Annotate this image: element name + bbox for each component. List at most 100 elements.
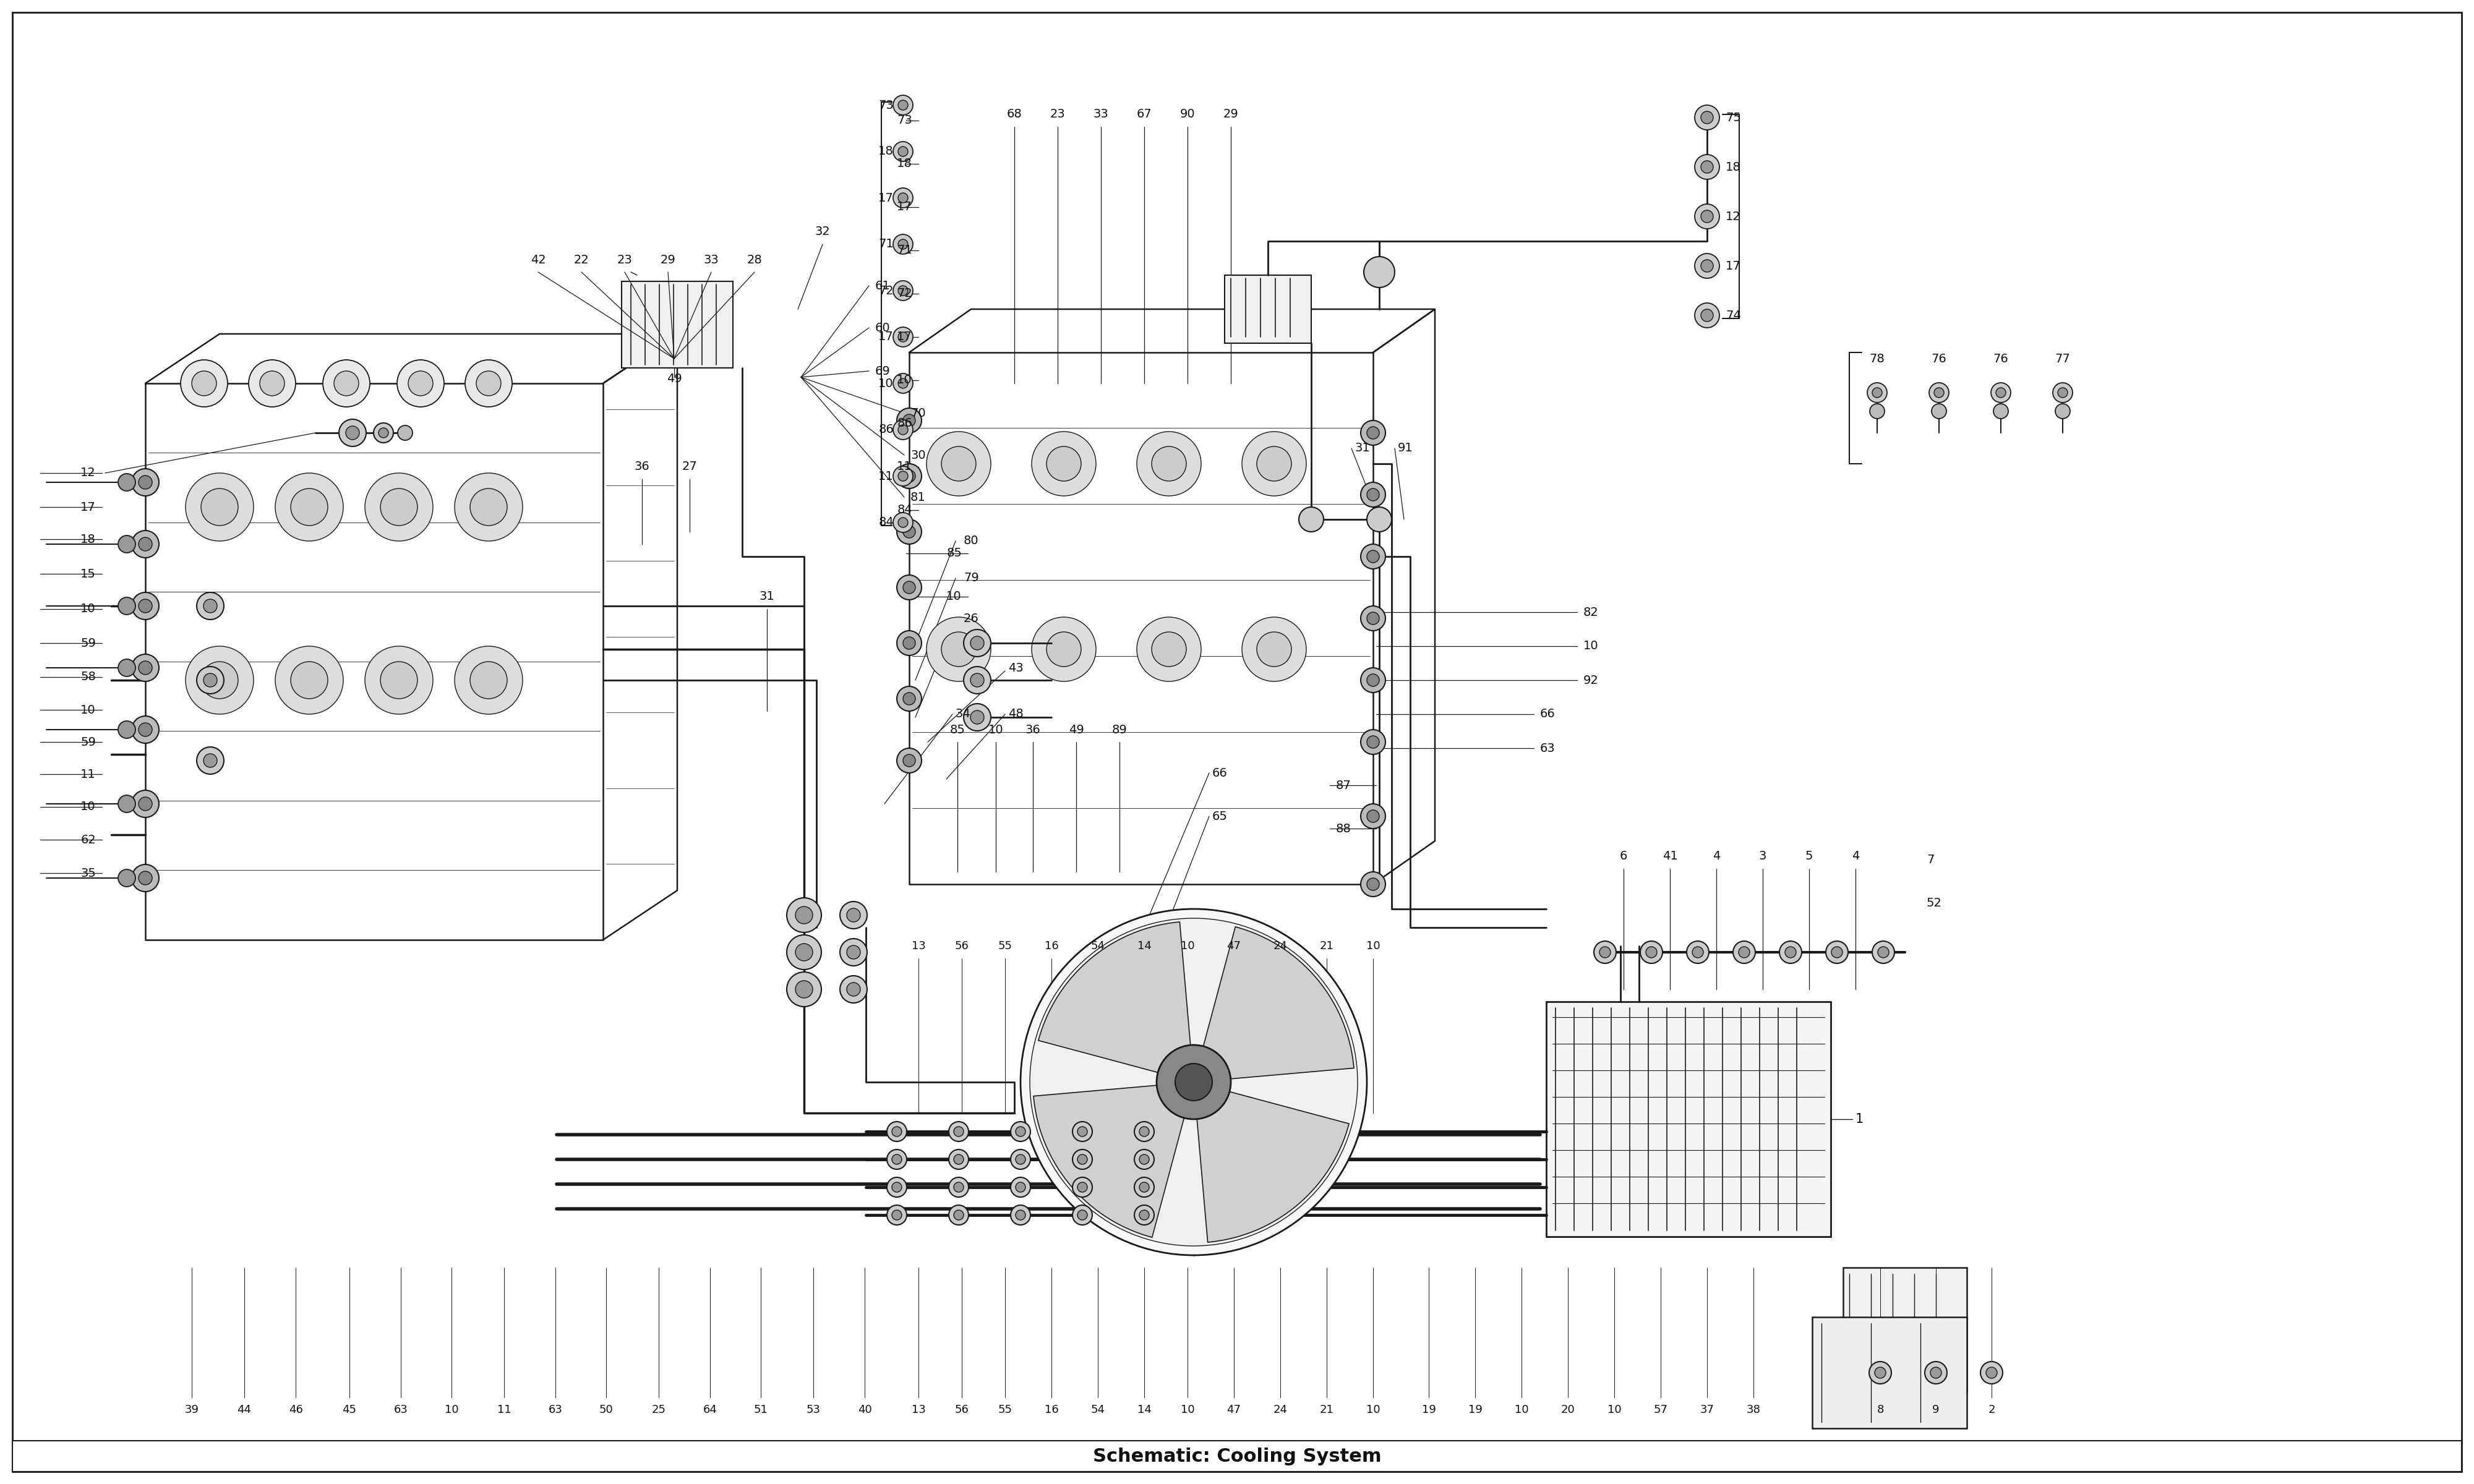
Circle shape <box>1079 1209 1089 1220</box>
Circle shape <box>1695 303 1719 328</box>
Circle shape <box>475 371 500 396</box>
Circle shape <box>131 592 158 620</box>
Circle shape <box>1032 617 1096 681</box>
Circle shape <box>339 418 366 447</box>
Circle shape <box>1074 1177 1094 1198</box>
Text: 81: 81 <box>910 491 925 503</box>
Text: 41: 41 <box>1663 850 1677 862</box>
Circle shape <box>1012 1177 1029 1198</box>
Text: 24: 24 <box>1274 941 1286 951</box>
Circle shape <box>1930 1367 1942 1379</box>
Text: 1: 1 <box>1856 1113 1863 1125</box>
Circle shape <box>1870 404 1885 418</box>
Circle shape <box>955 1126 965 1137</box>
Circle shape <box>1868 383 1888 402</box>
Circle shape <box>886 1177 905 1198</box>
Circle shape <box>1695 254 1719 279</box>
Circle shape <box>1640 941 1663 963</box>
Text: 59: 59 <box>82 637 96 649</box>
Text: 10: 10 <box>82 703 96 715</box>
Circle shape <box>139 797 153 810</box>
Circle shape <box>275 473 344 542</box>
Text: 76: 76 <box>1994 353 2009 365</box>
Circle shape <box>203 674 218 687</box>
Circle shape <box>119 659 136 677</box>
Text: 17: 17 <box>1727 260 1742 272</box>
Circle shape <box>898 378 908 389</box>
Text: 55: 55 <box>997 1404 1012 1416</box>
Text: 10: 10 <box>1514 1404 1529 1416</box>
Circle shape <box>886 1150 905 1169</box>
Circle shape <box>903 525 915 537</box>
Circle shape <box>2056 404 2071 418</box>
Circle shape <box>896 408 920 433</box>
Circle shape <box>787 898 821 932</box>
Text: 80: 80 <box>965 536 980 548</box>
Circle shape <box>131 530 158 558</box>
Text: 65: 65 <box>1212 810 1227 822</box>
Text: 16: 16 <box>1044 1404 1059 1416</box>
Text: 79: 79 <box>965 573 980 585</box>
Circle shape <box>1702 260 1712 272</box>
Circle shape <box>787 935 821 969</box>
Text: 86: 86 <box>898 417 913 429</box>
Circle shape <box>1133 1122 1153 1141</box>
Circle shape <box>292 488 327 525</box>
Circle shape <box>1930 383 1950 402</box>
Circle shape <box>898 147 908 156</box>
Circle shape <box>1831 947 1843 957</box>
Circle shape <box>940 632 975 666</box>
Circle shape <box>334 371 359 396</box>
Circle shape <box>1032 432 1096 496</box>
Circle shape <box>131 864 158 892</box>
Circle shape <box>1366 879 1380 890</box>
Circle shape <box>260 371 285 396</box>
Bar <box>1225 275 1311 343</box>
Circle shape <box>1826 941 1848 963</box>
Text: 89: 89 <box>1111 724 1128 736</box>
Text: 46: 46 <box>289 1404 302 1416</box>
Text: 86: 86 <box>878 424 893 436</box>
Circle shape <box>131 469 158 496</box>
Circle shape <box>1138 1183 1148 1192</box>
Circle shape <box>1366 488 1380 500</box>
Text: 68: 68 <box>1007 108 1022 120</box>
Circle shape <box>898 518 908 527</box>
Text: 69: 69 <box>876 365 891 377</box>
Text: 10: 10 <box>445 1404 458 1416</box>
Text: 56: 56 <box>955 1404 970 1416</box>
Circle shape <box>119 536 136 552</box>
Circle shape <box>1363 257 1395 288</box>
Circle shape <box>1138 1155 1148 1165</box>
Text: 45: 45 <box>341 1404 356 1416</box>
Bar <box>621 282 732 368</box>
Circle shape <box>950 1205 970 1224</box>
Text: 18: 18 <box>82 533 96 545</box>
Wedge shape <box>1034 1085 1185 1238</box>
Text: 13: 13 <box>910 941 925 951</box>
Circle shape <box>1997 387 2006 398</box>
Circle shape <box>1017 1126 1027 1137</box>
Circle shape <box>1017 1209 1027 1220</box>
Text: 6: 6 <box>1620 850 1628 862</box>
Text: 10: 10 <box>1180 941 1195 951</box>
Text: 29: 29 <box>661 254 675 266</box>
Text: 33: 33 <box>1094 108 1108 120</box>
Circle shape <box>893 466 913 485</box>
Text: 57: 57 <box>1653 1404 1667 1416</box>
Circle shape <box>119 721 136 738</box>
Text: 78: 78 <box>1870 353 1885 365</box>
Text: 43: 43 <box>1009 662 1024 674</box>
Circle shape <box>374 423 393 442</box>
Text: 27: 27 <box>683 462 698 473</box>
Circle shape <box>903 582 915 594</box>
Text: 87: 87 <box>1336 779 1351 791</box>
Circle shape <box>186 646 255 714</box>
Text: 11: 11 <box>82 769 96 781</box>
Text: 53: 53 <box>807 1404 821 1416</box>
Circle shape <box>1695 203 1719 229</box>
Circle shape <box>470 662 507 699</box>
Circle shape <box>203 754 218 767</box>
Text: 70: 70 <box>910 407 925 418</box>
Circle shape <box>903 754 915 767</box>
